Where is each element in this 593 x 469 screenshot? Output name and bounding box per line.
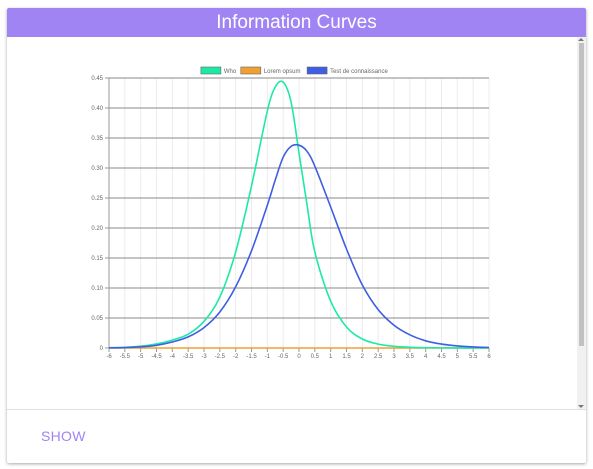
legend-item[interactable]: Test de connaissance	[306, 66, 388, 75]
scroll-down-arrow-icon[interactable]	[578, 405, 584, 408]
x-tick-label: -1.5	[246, 354, 257, 360]
x-tick-label: 3	[392, 354, 396, 360]
x-tick-label: 3.5	[406, 354, 415, 360]
x-tick-label: -3.5	[183, 354, 194, 360]
x-tick-label: -4	[170, 354, 176, 360]
legend-label: Who	[224, 69, 237, 75]
legend-swatch	[200, 66, 222, 75]
x-tick-label: 4.5	[437, 354, 446, 360]
legend-item[interactable]: Lorem opsum	[240, 66, 301, 75]
y-tick-label: 0.10	[91, 286, 103, 292]
legend-swatch	[306, 66, 328, 75]
y-tick-label: 0.25	[91, 196, 103, 202]
x-tick-label: 0.5	[311, 354, 320, 360]
legend-label: Lorem opsum	[264, 69, 301, 75]
x-tick-label: -5.5	[120, 354, 131, 360]
x-tick-label: 4	[424, 354, 428, 360]
y-tick-label: 0.05	[91, 316, 103, 322]
show-button[interactable]: SHOW	[31, 424, 96, 448]
y-tick-label: 0.20	[91, 226, 103, 232]
x-tick-label: -4.5	[151, 354, 162, 360]
card-title: Information Curves	[7, 8, 586, 37]
y-tick-label: 0.15	[91, 256, 103, 262]
x-tick-label: 5.5	[469, 354, 478, 360]
x-tick-label: 2.5	[374, 354, 383, 360]
x-tick-label: -2	[233, 354, 239, 360]
card-footer: SHOW	[7, 409, 586, 463]
legend-item[interactable]: Who	[200, 66, 237, 75]
legend-label: Test de connaissance	[330, 69, 388, 75]
y-tick-label: 0.45	[91, 76, 103, 82]
x-tick-label: -3	[201, 354, 207, 360]
x-tick-label: 1.5	[342, 354, 351, 360]
x-tick-label: 0	[297, 354, 301, 360]
x-tick-label: -6	[106, 354, 112, 360]
legend-swatch	[240, 66, 262, 75]
information-curves-card: Information Curves -6 -5.5 -5 -4.5 -4 -3.5 -3-…	[7, 8, 586, 463]
x-tick-label: -1	[265, 354, 271, 360]
y-tick-label: 0.30	[91, 166, 103, 172]
x-tick-label: 5	[456, 354, 460, 360]
scroll-up-arrow-icon[interactable]	[578, 38, 584, 41]
x-tick-label: 1	[329, 354, 333, 360]
x-tick-label: 6	[487, 354, 491, 360]
vertical-scrollbar[interactable]	[577, 37, 586, 409]
x-tick-label: -5	[138, 354, 144, 360]
y-tick-label: 0	[100, 346, 104, 352]
card-body: -6 -5.5 -5 -4.5 -4 -3.5 -3 -2.5 -2 -1.5 -1 -0.5 0 0.5…	[7, 37, 586, 409]
y-tick-label: 0.40	[91, 106, 103, 112]
y-tick-label: 0.35	[91, 136, 103, 142]
series-line-test-de-connaissance	[108, 143, 490, 349]
series-line-who	[108, 80, 489, 349]
x-tick-label: 2	[361, 354, 365, 360]
x-tick-label: -2.5	[215, 354, 226, 360]
scrollbar-thumb[interactable]	[579, 43, 584, 346]
information-curves-chart: -6 -5.5 -5 -4.5 -4 -3.5 -3 -2.5 -2 -1.5 -1 -0.5 0 0.5…	[91, 66, 491, 360]
x-tick-label: -0.5	[278, 354, 289, 360]
